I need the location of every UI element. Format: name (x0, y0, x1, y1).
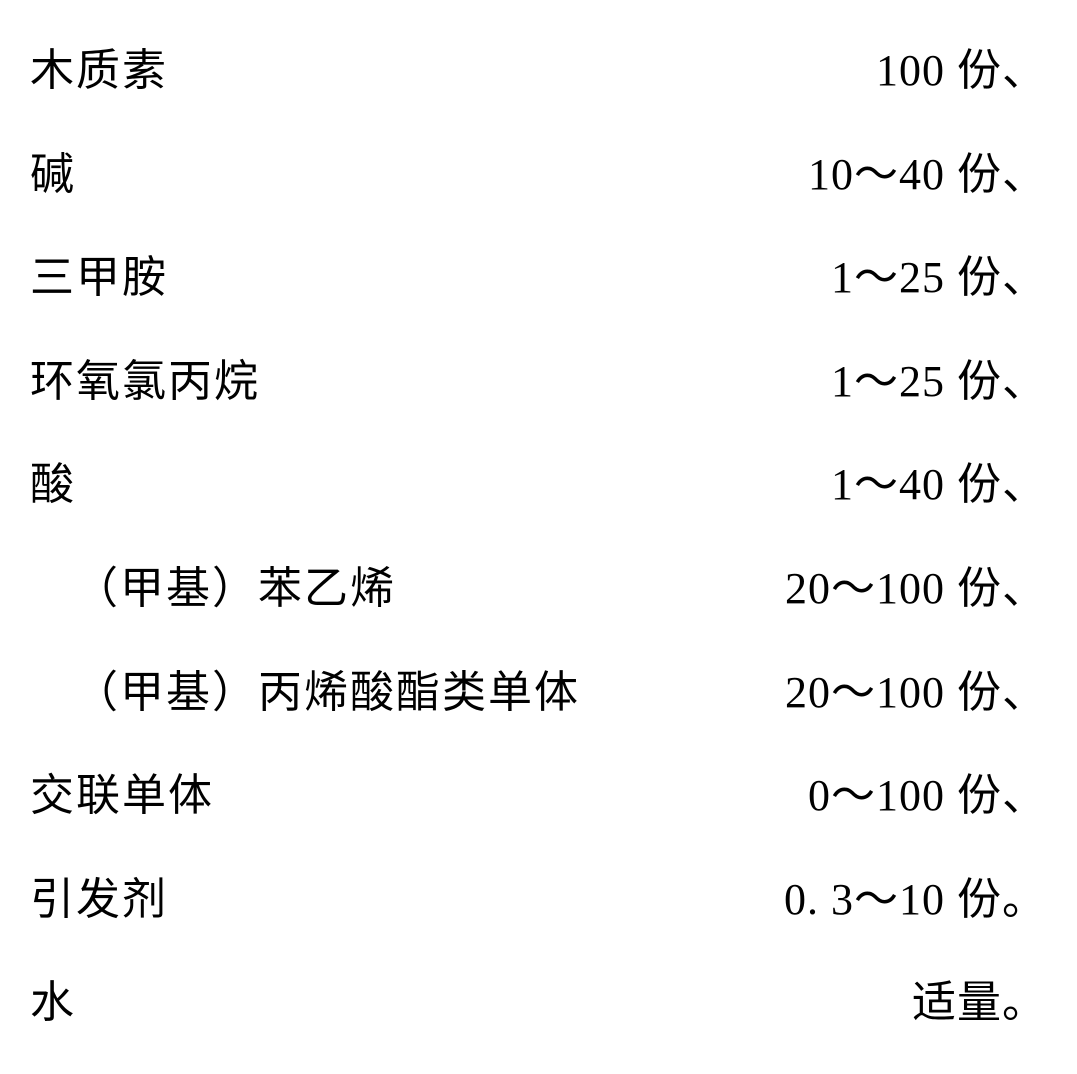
table-row: 交联单体 0～100 份、 (30, 765, 1047, 827)
ingredient-value: 1～25 份、 (831, 351, 1047, 413)
ingredient-label: 木质素 (30, 40, 168, 102)
ingredient-label: 交联单体 (30, 765, 214, 827)
ingredients-table: 木质素 100 份、 碱 10～40 份、 三甲胺 1～25 份、 环氧氯丙烷 … (30, 40, 1047, 1034)
ingredient-value: 10～40 份、 (808, 144, 1047, 206)
ingredient-value: 1～40 份、 (831, 454, 1047, 516)
ingredient-value: 1～25 份、 (831, 247, 1047, 309)
ingredient-value: 0～100 份、 (808, 765, 1047, 827)
ingredient-label: 环氧氯丙烷 (30, 351, 260, 413)
ingredient-label: 引发剂 (30, 869, 168, 931)
ingredient-value: 适量。 (912, 972, 1047, 1034)
ingredient-label: 酸 (30, 454, 76, 516)
ingredient-label: （甲基）丙烯酸酯类单体 (30, 662, 580, 724)
ingredient-label: 碱 (30, 144, 76, 206)
ingredient-label: 三甲胺 (30, 247, 168, 309)
table-row: （甲基）苯乙烯 20～100 份、 (30, 558, 1047, 620)
table-row: 水 适量。 (30, 972, 1047, 1034)
table-row: 环氧氯丙烷 1～25 份、 (30, 351, 1047, 413)
table-row: 木质素 100 份、 (30, 40, 1047, 102)
ingredient-label: 水 (30, 972, 76, 1034)
table-row: 引发剂 0. 3～10 份。 (30, 869, 1047, 931)
ingredient-value: 100 份、 (876, 40, 1047, 102)
ingredient-value: 20～100 份、 (785, 558, 1047, 620)
table-row: （甲基）丙烯酸酯类单体 20～100 份、 (30, 662, 1047, 724)
table-row: 酸 1～40 份、 (30, 454, 1047, 516)
ingredient-label: （甲基）苯乙烯 (30, 558, 396, 620)
ingredient-value: 20～100 份、 (785, 662, 1047, 724)
table-row: 三甲胺 1～25 份、 (30, 247, 1047, 309)
table-row: 碱 10～40 份、 (30, 144, 1047, 206)
ingredient-value: 0. 3～10 份。 (784, 869, 1047, 931)
